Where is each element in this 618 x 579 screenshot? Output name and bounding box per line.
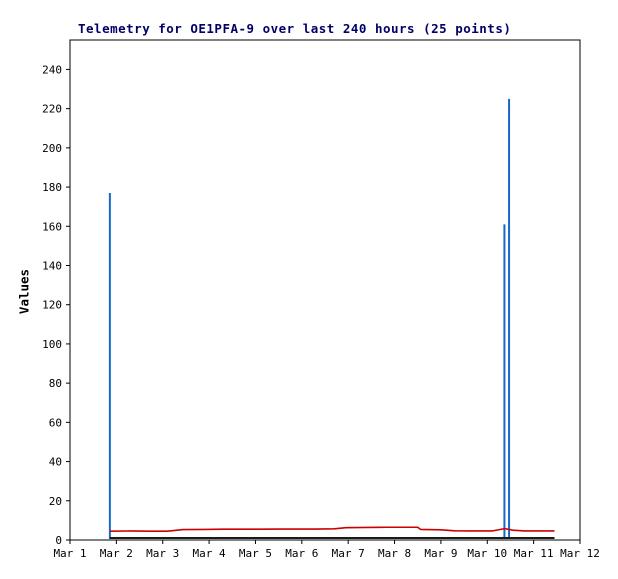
x-tick-label: Mar 1 — [53, 547, 86, 560]
y-tick-label: 20 — [49, 495, 62, 508]
y-tick-label: 160 — [42, 220, 62, 233]
x-tick-label: Mar 6 — [285, 547, 318, 560]
y-tick-label: 200 — [42, 142, 62, 155]
x-tick-label: Mar 9 — [424, 547, 457, 560]
x-tick-label: Mar 11 — [514, 547, 554, 560]
x-tick-label: Mar 10 — [467, 547, 507, 560]
y-tick-label: 0 — [55, 534, 62, 547]
y-tick-label: 240 — [42, 63, 62, 76]
plot-border — [69, 39, 581, 541]
chart-title: Telemetry for OE1PFA-9 over last 240 hou… — [78, 21, 512, 36]
x-tick-label: Mar 3 — [146, 547, 179, 560]
x-tick-label: Mar 2 — [100, 547, 133, 560]
series-value-channel — [109, 526, 555, 532]
y-tick-label: 40 — [49, 456, 62, 469]
y-tick-label: 120 — [42, 299, 62, 312]
y-tick-label: 100 — [42, 338, 62, 351]
y-tick-label: 220 — [42, 103, 62, 116]
x-tick-label: Mar 7 — [332, 547, 365, 560]
y-axis-label: Values — [16, 268, 32, 315]
y-tick-label: 80 — [49, 377, 62, 390]
x-tick-label: Mar 5 — [239, 547, 272, 560]
x-tick-label: Mar 4 — [193, 547, 226, 560]
y-tick-label: 140 — [42, 259, 62, 272]
y-tick-label: 60 — [49, 416, 62, 429]
x-tick-label: Mar 12 — [560, 547, 600, 560]
y-tick-label: 180 — [42, 181, 62, 194]
x-tick-label: Mar 8 — [378, 547, 411, 560]
